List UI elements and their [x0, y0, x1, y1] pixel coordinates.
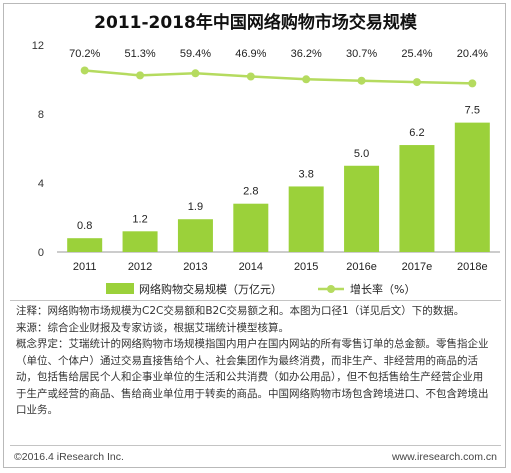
website-link[interactable]: www.iresearch.com.cn	[391, 451, 497, 463]
note-line: 于生产或经营的商品、售给商业单位用于转卖的商品。中国网络购物市场包含跨境进口、不…	[16, 387, 489, 400]
note-line: （单位、个体户）通过交易直接售给个人、社会集团作为最终消费，而非生产、非经营用的…	[16, 354, 478, 367]
growth-point	[80, 66, 89, 75]
bar-value-label: 2.8	[243, 186, 258, 198]
growth-label: 25.4%	[401, 48, 432, 60]
bar	[67, 238, 103, 252]
notes-divider-top	[10, 300, 501, 301]
y-tick-label: 4	[38, 178, 44, 190]
note-line: 动，包括售给居民个人和企事业单位的生活和公共消费（如办公用品），但不包括售给生产…	[16, 371, 484, 383]
bar-value-label: 1.9	[188, 201, 203, 213]
copyright-text: ©2016.4 iResearch Inc.	[14, 451, 124, 463]
note-line: 口业务。	[16, 404, 58, 416]
legend-label-line: 增长率（%）	[350, 282, 415, 296]
bar	[399, 145, 435, 252]
growth-point	[468, 79, 477, 88]
x-tick-label: 2017e	[402, 261, 433, 273]
chart-axes: 0 4 8 12 2011 2012 2013 2014 2015 2016e 2017e 2018e	[32, 40, 500, 273]
y-tick-label: 0	[38, 247, 44, 259]
growth-label: 36.2%	[291, 48, 322, 60]
x-tick-label: 2014	[239, 261, 263, 273]
x-tick-label: 2011	[73, 261, 97, 273]
bar-value-label: 7.5	[465, 105, 480, 117]
legend-label-bar: 网络购物交易规模（万亿元）	[139, 282, 282, 296]
note-line: 注释：网络购物市场规模为C2C交易额和B2C交易额之和。本图为口径1（详见后文）…	[16, 305, 465, 317]
x-tick-label: 2015	[294, 261, 318, 273]
chart-notes: 注释：网络购物市场规模为C2C交易额和B2C交易额之和。本图为口径1（详见后文）…	[16, 303, 498, 419]
growth-point	[136, 71, 145, 80]
line-series: 70.2% 51.3% 59.4% 46.9% 36.2% 30.7% 25.4% 20.4%	[69, 48, 488, 88]
y-tick-label: 12	[32, 40, 44, 52]
x-tick-label: 2016e	[346, 261, 377, 273]
y-tick-label: 8	[38, 109, 44, 121]
x-tick-label: 2012	[128, 261, 152, 273]
chart-legend: 网络购物交易规模（万亿元） 增长率（%）	[106, 282, 415, 296]
growth-point	[357, 76, 366, 85]
bar	[233, 203, 269, 252]
growth-label: 51.3%	[124, 48, 155, 60]
legend-swatch-marker	[327, 285, 335, 293]
bar-value-label: 3.8	[299, 168, 314, 180]
growth-point	[191, 69, 200, 78]
growth-label: 70.2%	[69, 48, 100, 60]
bar	[454, 122, 490, 252]
x-tick-label: 2013	[183, 261, 207, 273]
growth-point	[302, 75, 311, 84]
bar	[177, 219, 213, 252]
bar	[344, 165, 380, 252]
legend-swatch-bar	[106, 283, 134, 294]
growth-label: 20.4%	[457, 48, 488, 60]
bar	[122, 231, 158, 252]
growth-point	[246, 72, 255, 81]
growth-label: 46.9%	[235, 48, 266, 60]
bar	[288, 186, 324, 252]
bar-value-label: 0.8	[77, 220, 92, 232]
note-line: 来源：综合企业财报及专家访谈，根据艾瑞统计模型核算。	[16, 321, 289, 334]
growth-label: 30.7%	[346, 48, 377, 60]
bar-value-label: 6.2	[409, 127, 424, 139]
bar-value-label: 5.0	[354, 148, 369, 160]
bar-series: 0.8 1.2 1.9 2.8 3.8 5.0 6.2 7.5	[67, 105, 490, 252]
chart-title: 2011-2018年中国网络购物市场交易规模	[94, 13, 417, 33]
note-line: 概念界定：艾瑞统计的网络购物市场规模指国内用户在国内网站的所有零售订单的总金额。…	[16, 338, 489, 350]
bar-value-label: 1.2	[132, 213, 147, 225]
growth-point	[412, 78, 421, 87]
x-tick-label: 2018e	[457, 261, 488, 273]
footer-divider	[10, 445, 501, 446]
chart-svg: 0 4 8 12 2011 2012 2013 2014 2015 2016e 2017e 2018e…	[32, 40, 500, 296]
growth-line	[84, 69, 473, 85]
growth-label: 59.4%	[180, 48, 211, 60]
